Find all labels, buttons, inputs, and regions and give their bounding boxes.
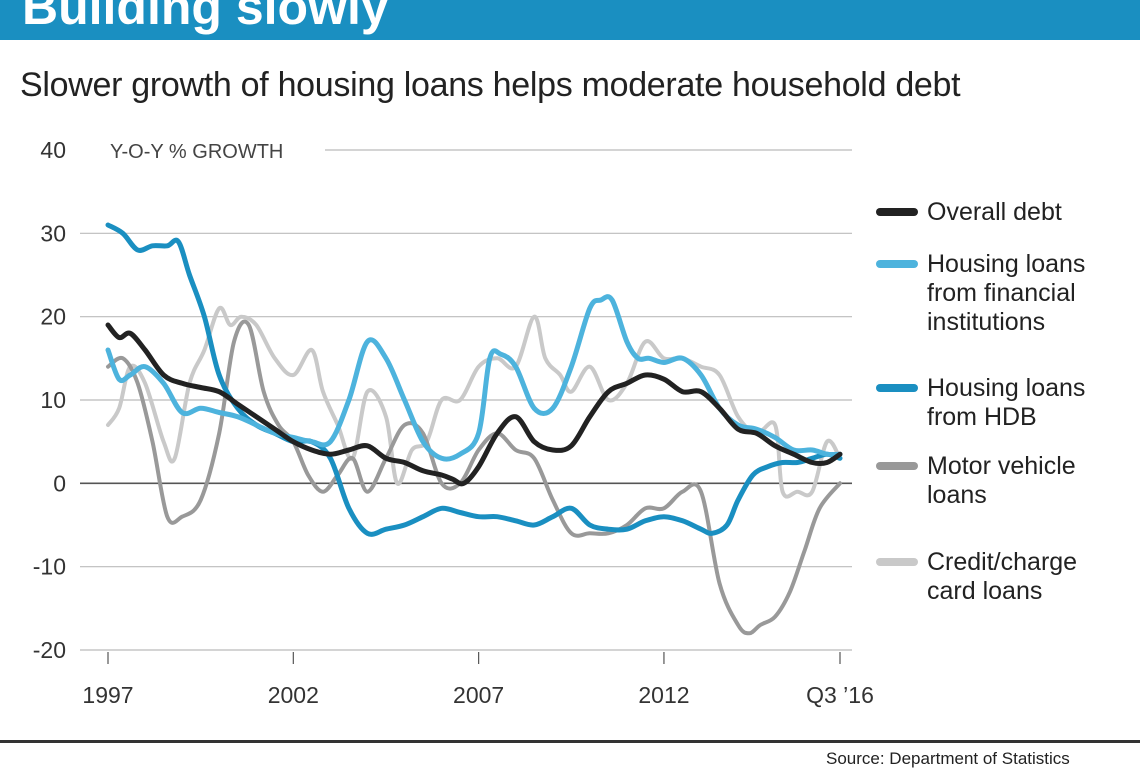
y-axis-unit-label: Y-O-Y % GROWTH — [110, 141, 283, 163]
chart-subtitle: Slower growth of housing loans helps mod… — [20, 66, 961, 104]
y-tick-label: 10 — [40, 387, 66, 413]
header-band: Building slowly — [0, 0, 1140, 40]
gridlines — [80, 149, 852, 651]
legend-label: institutions — [927, 308, 1045, 336]
bottom-divider — [0, 740, 1140, 743]
y-tick-label: -10 — [33, 554, 66, 580]
legend-label: Housing loans — [927, 374, 1085, 402]
y-axis-ticks: 40 30 20 10 0 -10 -20 — [33, 137, 66, 663]
series-line-housing-hdb — [105, 222, 843, 537]
line-chart: 40 30 20 10 0 -10 -20 Y-O-Y % GROWTH 1997 2002 2… — [33, 137, 1086, 708]
header-title: Building slowly — [22, 0, 389, 35]
series-line-credit — [106, 305, 842, 499]
y-tick-label: 20 — [40, 304, 66, 330]
series-line-overall — [105, 322, 843, 487]
x-tick-label: Q3 ’16 — [806, 682, 874, 708]
x-tick-label: 1997 — [82, 682, 133, 708]
legend-label: Housing loans — [927, 250, 1085, 278]
x-tick-label: 2007 — [453, 682, 504, 708]
y-tick-label: 40 — [40, 137, 66, 163]
source-note: Source: Department of Statistics — [826, 749, 1070, 768]
y-tick-label: 0 — [53, 470, 66, 496]
legend-label: from financial — [927, 279, 1076, 307]
legend-label: loans — [927, 481, 987, 509]
legend-label: Motor vehicle — [927, 452, 1076, 480]
x-axis-ticks: 1997 2002 2007 2012 Q3 ’16 — [82, 652, 874, 708]
y-tick-label: -20 — [33, 637, 66, 663]
series-lines — [105, 222, 843, 636]
x-tick-label: 2002 — [268, 682, 319, 708]
series-line-housing-fi — [105, 294, 843, 462]
x-tick-label: 2012 — [638, 682, 689, 708]
legend-item-overall: Overall debt — [876, 198, 1062, 226]
y-tick-label: 30 — [40, 220, 66, 246]
legend-label: from HDB — [927, 403, 1037, 431]
legend-label: Overall debt — [927, 198, 1062, 226]
legend-label: Credit/charge — [927, 548, 1077, 576]
legend-label: card loans — [927, 577, 1042, 605]
